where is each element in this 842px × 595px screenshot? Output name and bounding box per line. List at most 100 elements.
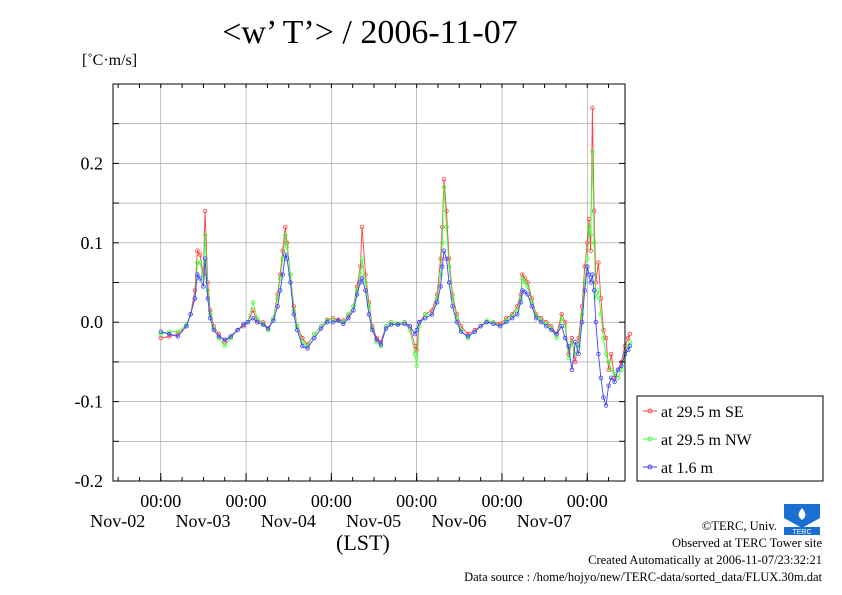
data-point [211,327,216,333]
legend-swatch-marker [647,464,653,470]
data-point [305,346,310,351]
data-point [590,105,595,110]
data-point [341,321,346,326]
data-point [478,324,483,329]
data-point [559,324,564,329]
data-point [429,312,435,317]
data-point [388,320,394,325]
data-point [383,326,389,331]
data-point [609,367,614,372]
data-point [158,329,163,334]
data-point [395,322,401,327]
data-point [241,322,246,327]
data-point [504,320,509,325]
legend-entry-label: at 29.5 m SE [661,404,744,421]
x-axis-label: (LST) [336,530,390,555]
data-point [465,334,470,339]
x-tick-date-label: Nov-04 [261,511,316,531]
data-point [609,351,614,357]
data-point [366,312,372,317]
data-point [450,304,455,309]
data-point [312,335,317,341]
data-point [197,260,203,265]
data-point [539,317,544,322]
data-point [271,318,276,323]
data-point [423,316,428,321]
data-point [412,331,418,337]
data-point [573,339,578,345]
data-point [591,208,597,214]
data-point [606,367,611,372]
data-point [283,252,288,257]
data-point [484,320,489,325]
series-2 [158,149,633,380]
data-point [275,296,280,301]
data-point [554,335,559,341]
data-point [603,351,609,357]
data-point [549,327,554,333]
data-point [184,324,189,329]
data-point [518,300,523,305]
y-tick-label: 0.0 [81,312,104,332]
data-point [417,320,422,325]
data-point [606,383,611,388]
data-point [529,304,534,309]
data-point [522,280,528,285]
credits-block: ©TERC, Univ. Tsukuba Observed at TERC To… [464,518,822,586]
legend-entry-label: at 29.5 m NW [661,432,753,449]
data-point [593,320,598,325]
data-point [440,240,445,245]
data-point [175,334,180,339]
data-point [359,224,365,230]
data-point [603,335,609,341]
x-tick-time-label: 00:00 [226,491,267,511]
data-point [591,240,597,245]
data-point [458,329,464,334]
data-point [601,327,606,333]
grid-lines [113,83,625,482]
data-point [158,331,163,337]
data-point [354,292,360,297]
data-point [283,232,288,238]
data-point [250,316,256,321]
data-point [582,288,587,293]
data-point [158,335,163,341]
data-point [626,347,631,353]
data-point [245,320,250,325]
data-point [414,347,419,353]
data-point [330,317,336,322]
data-point [195,272,200,277]
data-point [222,343,227,349]
data-point [438,284,443,289]
data-point [441,248,447,253]
data-point [573,359,578,365]
data-point [590,272,595,277]
data-point [324,320,330,325]
data-point [579,304,585,309]
legend-swatch-marker [647,436,653,442]
chart-title: <w’ T’> / 2006-11-07 [222,14,518,51]
x-tick-date-label: Nov-06 [431,511,486,531]
data-point [510,316,515,321]
series-line [160,250,631,406]
data-point [612,379,617,384]
data-point [188,312,193,317]
x-tick-time-label: 00:00 [567,491,608,511]
data-point [358,272,363,277]
legend-entry-label: at 1.6 m [661,460,714,477]
data-point [444,224,449,230]
data-point [202,256,208,261]
data-point [525,292,530,297]
data-point [520,276,525,281]
data-point [167,334,172,339]
data-point [359,256,365,261]
data-point [255,320,260,325]
data-point [407,324,412,329]
data-point [195,260,200,265]
x-tick-date-label: Nov-05 [346,511,401,531]
data-point [590,149,595,154]
data-point [544,321,549,326]
data-point [207,316,213,321]
data-point [366,304,372,309]
